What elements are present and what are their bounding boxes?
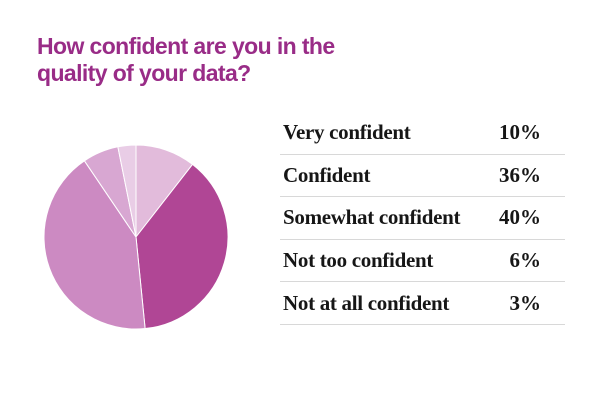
- legend-label: Somewhat confident: [283, 205, 461, 230]
- pie-chart-svg: [43, 144, 229, 330]
- legend-value: 3%: [509, 290, 542, 315]
- legend-table: Very confident 10% Confident 36% Somewha…: [280, 112, 565, 325]
- chart-title-line1: How confident are you in the: [37, 33, 335, 59]
- legend-row: Somewhat confident 40%: [280, 197, 565, 240]
- legend-label: Not at all confident: [283, 290, 450, 315]
- chart-title: How confident are you in the quality of …: [37, 33, 335, 87]
- legend-row: Not at all confident 3%: [280, 282, 565, 325]
- legend-label: Not too confident: [283, 248, 434, 273]
- legend-value: 6%: [509, 248, 542, 273]
- legend-value: 10%: [499, 120, 541, 145]
- chart-title-line2: quality of your data?: [37, 60, 251, 86]
- pie-slice-somewhat-confident: [43, 160, 146, 330]
- pie-slice-not-at-all-confident: [117, 144, 137, 238]
- pie-slice-confident: [135, 163, 229, 330]
- legend-row: Confident 36%: [280, 155, 565, 198]
- legend-value: 40%: [499, 205, 541, 230]
- pie-chart: [41, 142, 231, 332]
- legend-value: 36%: [499, 162, 541, 187]
- legend-label: Very confident: [283, 120, 411, 145]
- legend-label: Confident: [283, 162, 371, 187]
- legend-row: Not too confident 6%: [280, 240, 565, 283]
- legend-row: Very confident 10%: [280, 112, 565, 155]
